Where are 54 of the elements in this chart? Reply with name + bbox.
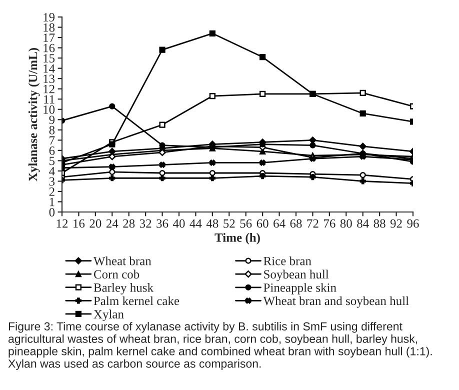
caption: Figure 3: Time course of xylanase activity by B. subtilis in SmF using different agricultural wastes of wheat bran, rice bran, corn cob, soybean hull, barley husk, pineapple skin, palm kernel cake and combined wheat bran with soybean hull (1:1). Xylan was used as carbon source as comparison. <box>8 322 432 370</box>
y-tick-label: 19 <box>44 13 55 22</box>
x-tick-label: 24 <box>106 219 118 228</box>
x-axis-title: Time (h) <box>214 233 260 244</box>
x-tick-label: 16 <box>74 219 85 228</box>
legend-label: Palm kernel cake <box>94 296 180 306</box>
legend-label: Corn cob <box>94 270 140 279</box>
x-tick-label: 84 <box>357 219 369 228</box>
x-tick-label: 40 <box>172 219 185 228</box>
y-tick-label: 3 <box>49 177 55 186</box>
y-tick-label: 11 <box>44 95 54 104</box>
x-tick-label: 12 <box>56 219 68 228</box>
x-tick-label: 68 <box>290 219 302 228</box>
y-tick-label: 16 <box>44 44 55 52</box>
x-tick-label: 28 <box>123 219 135 228</box>
x-tick-label: 44 <box>190 219 202 228</box>
x-tick-label: 52 <box>224 219 235 228</box>
y-tick-label: 15 <box>44 54 55 63</box>
y-tick-label: 4 <box>49 167 55 176</box>
y-tick-label: 12 <box>44 84 54 94</box>
x-tick-label: 92 <box>390 219 402 228</box>
x-tick-label: 88 <box>374 219 386 228</box>
y-tick-label: 8 <box>49 126 55 134</box>
x-tick-label: 56 <box>240 219 252 228</box>
legend-label: Rice bran <box>264 256 312 266</box>
y-tick-label: 9 <box>49 116 55 124</box>
y-tick-label: 13 <box>44 74 55 84</box>
y-tick-label: 18 <box>44 23 55 32</box>
x-tick-label: 20 <box>90 219 102 228</box>
x-tick-label: 48 <box>206 219 218 228</box>
legend-label: Xylan <box>94 310 124 322</box>
y-tick-label: 0 <box>49 208 55 216</box>
y-tick-label: 2 <box>49 188 54 196</box>
x-tick-label: 76 <box>324 219 336 228</box>
y-tick-label: 6 <box>49 146 55 155</box>
x-tick-label: 96 <box>407 219 419 228</box>
y-tick-label: 17 <box>44 34 55 42</box>
x-tick-label: 32 <box>140 219 152 228</box>
legend-label: Barley husk <box>94 283 154 294</box>
x-tick-label: 80 <box>340 219 352 228</box>
y-tick-label: 7 <box>50 136 55 144</box>
x-tick-label: 72 <box>307 219 318 228</box>
y-tick-label: 14 <box>44 64 55 73</box>
legend-label: Wheat bran <box>93 256 152 266</box>
y-tick-label: 5 <box>50 156 55 166</box>
x-tick-label: 60 <box>256 219 268 228</box>
x-tick-label: 64 <box>274 219 286 228</box>
y-tick-label: 1 <box>50 198 54 206</box>
y-tick-label: 10 <box>44 105 55 114</box>
legend-label: Pineapple skin <box>264 283 336 294</box>
y-axis-title: Xylanase activity (U/mL) <box>28 48 40 182</box>
x-tick-label: 36 <box>156 219 168 228</box>
legend-label: Wheat bran and soybean hull <box>263 296 409 308</box>
legend-label: Soybean hull <box>264 270 329 282</box>
